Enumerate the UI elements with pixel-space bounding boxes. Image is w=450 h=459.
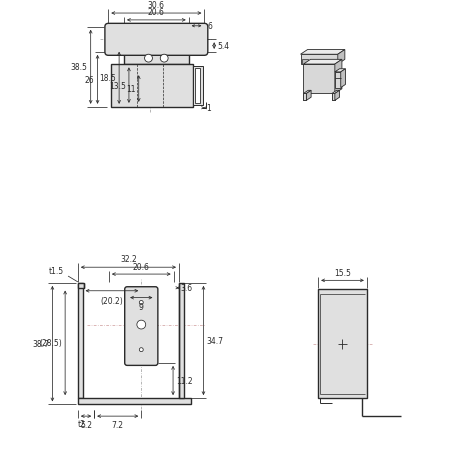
- Polygon shape: [301, 55, 338, 65]
- Text: 6: 6: [207, 22, 212, 31]
- FancyBboxPatch shape: [105, 24, 208, 56]
- Text: 18.5: 18.5: [99, 74, 116, 83]
- Text: 9: 9: [139, 302, 144, 311]
- Polygon shape: [303, 60, 342, 65]
- Polygon shape: [332, 94, 335, 101]
- Text: 13.5: 13.5: [109, 81, 126, 90]
- Text: 30.6: 30.6: [148, 1, 165, 10]
- Bar: [179, 283, 184, 398]
- Polygon shape: [303, 91, 311, 94]
- Circle shape: [137, 320, 146, 329]
- Polygon shape: [335, 60, 342, 94]
- Text: 34.7: 34.7: [207, 336, 223, 345]
- Bar: [78, 283, 83, 398]
- Bar: [78, 283, 84, 288]
- Bar: [193, 67, 202, 106]
- Polygon shape: [332, 91, 340, 94]
- Text: (28.5): (28.5): [40, 339, 62, 347]
- Polygon shape: [302, 60, 308, 65]
- Text: 11.2: 11.2: [176, 376, 193, 385]
- Bar: [124, 53, 189, 65]
- Text: 5.4: 5.4: [217, 42, 229, 51]
- Text: 7.2: 7.2: [112, 420, 124, 429]
- Bar: [78, 398, 192, 404]
- Text: t1.5: t1.5: [49, 267, 64, 275]
- Text: 20.6: 20.6: [133, 263, 150, 272]
- Polygon shape: [301, 50, 345, 55]
- Text: 26: 26: [85, 76, 94, 84]
- Polygon shape: [335, 70, 346, 73]
- Polygon shape: [303, 65, 335, 94]
- Polygon shape: [338, 50, 345, 65]
- Polygon shape: [303, 94, 306, 101]
- Text: t2: t2: [78, 420, 86, 429]
- Text: 38.5: 38.5: [71, 63, 88, 72]
- Polygon shape: [332, 94, 335, 101]
- Bar: [195, 69, 200, 104]
- FancyBboxPatch shape: [125, 287, 158, 365]
- Polygon shape: [341, 70, 346, 89]
- Circle shape: [144, 55, 153, 63]
- Text: 3.6: 3.6: [181, 284, 193, 293]
- Text: 32.2: 32.2: [120, 255, 137, 264]
- Circle shape: [160, 55, 168, 63]
- Polygon shape: [335, 73, 341, 89]
- Text: 11: 11: [126, 85, 136, 94]
- Text: (20.2): (20.2): [100, 296, 123, 305]
- Circle shape: [140, 301, 143, 305]
- Text: 1: 1: [207, 104, 212, 113]
- Polygon shape: [306, 91, 311, 101]
- Text: 15.5: 15.5: [334, 269, 351, 278]
- Text: 5.2: 5.2: [80, 420, 92, 429]
- Circle shape: [140, 348, 143, 352]
- Polygon shape: [335, 91, 340, 101]
- Text: 38.7: 38.7: [32, 339, 50, 348]
- Polygon shape: [303, 94, 306, 101]
- Bar: [318, 290, 367, 398]
- Bar: [111, 65, 193, 107]
- Text: 20.6: 20.6: [148, 8, 165, 17]
